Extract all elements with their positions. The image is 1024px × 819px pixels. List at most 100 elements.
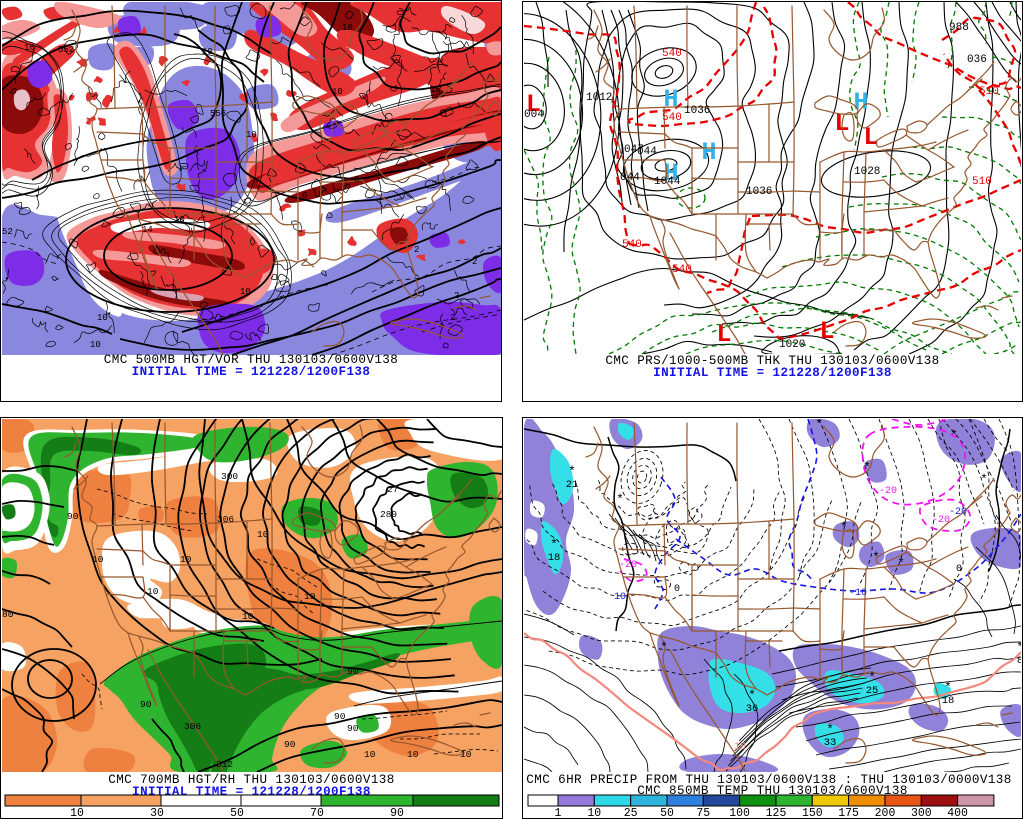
svg-text:75: 75 bbox=[696, 807, 710, 819]
svg-text:10: 10 bbox=[614, 592, 626, 603]
svg-text:21: 21 bbox=[566, 479, 579, 491]
svg-text:18: 18 bbox=[548, 552, 561, 564]
svg-text:10: 10 bbox=[92, 554, 104, 565]
svg-text:300: 300 bbox=[911, 807, 932, 819]
svg-text:510: 510 bbox=[979, 86, 999, 98]
svg-text:8: 8 bbox=[1017, 655, 1021, 667]
svg-text:510: 510 bbox=[972, 176, 992, 188]
svg-text:175: 175 bbox=[838, 807, 859, 819]
svg-text:10: 10 bbox=[70, 807, 84, 819]
svg-text:10: 10 bbox=[240, 287, 251, 297]
svg-text:-20: -20 bbox=[949, 507, 967, 518]
svg-text:18: 18 bbox=[342, 23, 353, 33]
svg-text:540: 540 bbox=[672, 264, 692, 276]
svg-text:10: 10 bbox=[174, 215, 185, 225]
svg-text:2: 2 bbox=[472, 257, 477, 267]
svg-text:80: 80 bbox=[2, 609, 14, 620]
svg-text:*: * bbox=[872, 550, 880, 565]
svg-text:-10: -10 bbox=[849, 588, 867, 599]
svg-text:25: 25 bbox=[624, 807, 638, 819]
svg-text:90: 90 bbox=[347, 723, 359, 734]
svg-text:1036: 1036 bbox=[746, 186, 772, 198]
svg-text:90: 90 bbox=[284, 739, 296, 750]
svg-text:*: * bbox=[868, 670, 876, 685]
svg-text:10: 10 bbox=[202, 47, 213, 57]
svg-text:150: 150 bbox=[802, 807, 823, 819]
svg-text:044: 044 bbox=[637, 146, 657, 158]
svg-text:8: 8 bbox=[354, 175, 359, 185]
svg-text:*: * bbox=[815, 419, 823, 432]
svg-text:1012: 1012 bbox=[586, 92, 612, 104]
svg-text:H: H bbox=[663, 85, 678, 114]
svg-text:90: 90 bbox=[334, 711, 346, 722]
svg-text:H: H bbox=[701, 138, 716, 167]
svg-text:10: 10 bbox=[180, 554, 192, 565]
svg-text:2: 2 bbox=[454, 291, 459, 301]
svg-text:L: L bbox=[716, 320, 731, 349]
svg-text:200: 200 bbox=[875, 807, 896, 819]
svg-text:90: 90 bbox=[140, 699, 152, 710]
svg-text:18: 18 bbox=[942, 695, 955, 707]
svg-text:52: 52 bbox=[2, 227, 13, 237]
svg-text:*: * bbox=[863, 460, 871, 475]
svg-text:988: 988 bbox=[949, 22, 969, 34]
svg-text:10: 10 bbox=[364, 749, 376, 760]
svg-text:1028: 1028 bbox=[854, 166, 880, 178]
svg-text:10: 10 bbox=[242, 611, 254, 622]
svg-text:25: 25 bbox=[866, 685, 879, 697]
svg-text:540: 540 bbox=[622, 239, 642, 251]
svg-text:10: 10 bbox=[257, 529, 269, 540]
svg-text:312: 312 bbox=[216, 759, 233, 770]
svg-text:10: 10 bbox=[304, 591, 316, 602]
svg-text:10: 10 bbox=[587, 807, 601, 819]
svg-text:*: * bbox=[980, 472, 988, 487]
svg-text:*: * bbox=[950, 428, 958, 443]
svg-text:16: 16 bbox=[24, 43, 35, 53]
svg-text:*: * bbox=[660, 640, 668, 655]
svg-text:*: * bbox=[840, 520, 848, 535]
svg-text:-20: -20 bbox=[932, 515, 950, 526]
svg-text:H: H bbox=[663, 159, 678, 188]
svg-text:10: 10 bbox=[97, 313, 108, 323]
svg-text:L: L bbox=[819, 317, 834, 346]
svg-text:*: * bbox=[1016, 640, 1021, 655]
svg-text:6: 6 bbox=[302, 191, 307, 201]
svg-text:10: 10 bbox=[332, 87, 343, 97]
svg-text:*: * bbox=[748, 688, 756, 703]
svg-text:*: * bbox=[826, 722, 834, 737]
svg-text:*: * bbox=[897, 556, 905, 571]
svg-text:90: 90 bbox=[347, 666, 359, 677]
svg-text:400: 400 bbox=[947, 807, 968, 819]
svg-text:*: * bbox=[550, 537, 558, 552]
svg-text:556: 556 bbox=[210, 109, 226, 119]
svg-text:540: 540 bbox=[662, 112, 682, 124]
svg-text:10: 10 bbox=[246, 130, 257, 140]
svg-text:0: 0 bbox=[956, 564, 962, 575]
svg-text:300: 300 bbox=[221, 471, 238, 482]
svg-text:L: L bbox=[526, 90, 541, 119]
svg-text:0: 0 bbox=[674, 584, 680, 595]
svg-text:*: * bbox=[568, 464, 576, 479]
svg-text:036: 036 bbox=[967, 54, 987, 66]
svg-text:044: 044 bbox=[620, 172, 640, 184]
svg-text:125: 125 bbox=[766, 807, 787, 819]
svg-text:*: * bbox=[944, 680, 952, 695]
svg-text:306: 306 bbox=[184, 721, 201, 732]
svg-text:36: 36 bbox=[746, 703, 759, 715]
svg-text:10: 10 bbox=[407, 749, 419, 760]
svg-text:90: 90 bbox=[390, 807, 404, 819]
svg-text:2: 2 bbox=[414, 245, 419, 255]
svg-text:14: 14 bbox=[142, 225, 153, 235]
svg-text:-20: -20 bbox=[619, 560, 637, 571]
svg-text:15: 15 bbox=[430, 85, 441, 95]
svg-text:306: 306 bbox=[217, 514, 234, 525]
svg-text:100: 100 bbox=[729, 807, 750, 819]
svg-text:10: 10 bbox=[147, 586, 159, 597]
svg-text:540: 540 bbox=[662, 48, 682, 60]
svg-text:-20: -20 bbox=[879, 486, 897, 497]
svg-text:10: 10 bbox=[460, 749, 472, 760]
svg-text:*: * bbox=[616, 492, 624, 507]
svg-text:90: 90 bbox=[67, 511, 79, 522]
svg-text:1044: 1044 bbox=[654, 176, 681, 188]
svg-text:50: 50 bbox=[660, 807, 674, 819]
